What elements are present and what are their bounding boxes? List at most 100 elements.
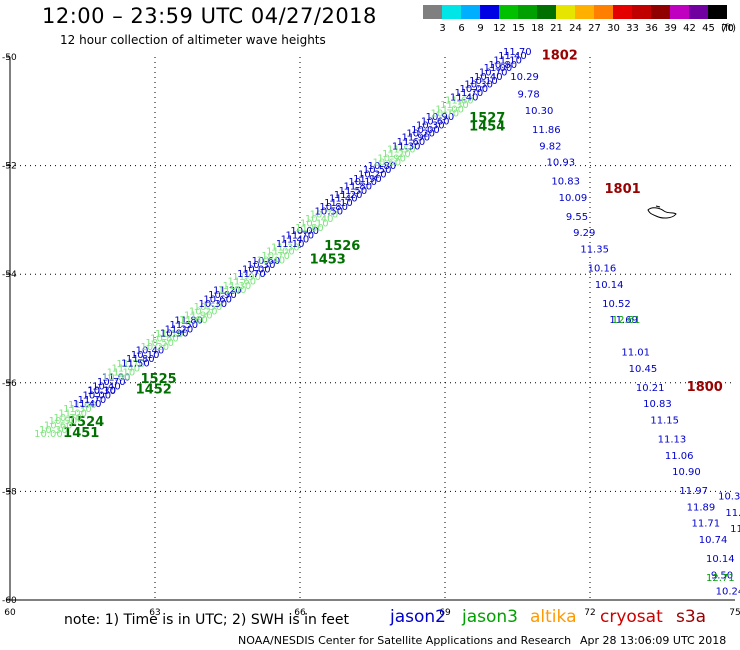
timestamp: Apr 28 13:06:09 UTC 2018 [580, 634, 727, 647]
y-tick-label: -60 [2, 596, 17, 606]
scale-label: 9 [477, 23, 484, 34]
track-label: 1527 [469, 111, 505, 126]
band-value: 10.50 [363, 165, 392, 176]
data-value: 11.01 [621, 348, 650, 359]
data-value: 11.71 [692, 519, 721, 530]
band-value: 10.30 [464, 79, 493, 90]
band-value: 10.90 [208, 290, 237, 301]
data-value: 12.61 [612, 315, 641, 326]
band-value: 11.00 [102, 373, 131, 384]
band-value: 10.80 [319, 202, 348, 213]
grid [10, 57, 735, 600]
band-value: 11.70 [286, 230, 315, 241]
x-tick-label: 60 [4, 608, 16, 618]
scale-swatch [575, 5, 594, 19]
band-value: 11.10 [155, 329, 184, 340]
band-value: 10.10 [348, 177, 377, 188]
data-value: 10.90 [672, 467, 701, 478]
track-label: 1451 [63, 426, 99, 441]
data-value: 12.71 [706, 573, 735, 584]
track-label: 1525 [141, 372, 177, 387]
band-value: 10.90 [377, 153, 406, 164]
scale-unit: (ft) [721, 23, 737, 34]
band-value: 10.10 [131, 350, 160, 361]
data-value: 10.14 [706, 554, 735, 565]
data-value: 11.24 [730, 524, 740, 535]
data-value: 11.89 [687, 502, 716, 513]
band-value: 11.40 [281, 235, 310, 246]
legend-s3a: s3a [676, 607, 707, 627]
x-tick-label: 63 [149, 608, 160, 618]
y-tick-label: -52 [2, 162, 17, 172]
data-value: 10.45 [629, 364, 658, 375]
y-tick-label: -56 [2, 379, 17, 389]
band-value: 11.80 [126, 354, 155, 365]
data-value: 10.29 [510, 72, 539, 83]
track-label: 1524 [68, 415, 104, 430]
band-value: 11.50 [387, 145, 416, 156]
data-value: 10.09 [559, 193, 588, 204]
band-value: 11.70 [237, 269, 266, 280]
band-value: 11.90 [402, 133, 431, 144]
band-value: 10.60 [421, 116, 450, 127]
band-value: 10.00 [83, 391, 112, 402]
x-tick-label: 69 [439, 608, 451, 618]
band-value: 11.40 [112, 363, 141, 374]
data-value: 11.86 [532, 125, 561, 136]
scale-swatch [461, 5, 480, 19]
data-value: 10.74 [699, 535, 728, 546]
band-value: 11.10 [276, 239, 305, 250]
band-value: 10.50 [194, 302, 223, 313]
data-value: 11.97 [679, 486, 708, 497]
band-value: 10.70 [479, 67, 508, 78]
band-value: 10.70 [54, 413, 83, 424]
y-tick-label: -50 [2, 53, 17, 63]
band-value: 11.00 [435, 104, 464, 115]
data-value: 11.06 [665, 451, 694, 462]
band-value: 11.40 [73, 399, 102, 410]
data-value: 10.14 [595, 280, 624, 291]
data-value: 9.82 [539, 141, 561, 152]
scale-swatch [556, 5, 575, 19]
scale-swatch [423, 5, 442, 19]
track-label: 1802 [542, 49, 578, 64]
data-value: 10.24 [716, 587, 740, 598]
scale-label: 21 [550, 23, 563, 34]
x-tick-label: 72 [584, 608, 595, 618]
band-value: 10.50 [315, 206, 344, 217]
band-value: 10.00 [34, 429, 63, 440]
band-value: 11.50 [121, 359, 150, 370]
data-value: 10.21 [636, 383, 665, 394]
band-value: 10.00 [411, 125, 440, 136]
legend-cryosat: cryosat [600, 607, 663, 627]
data-value: 9.50 [711, 570, 733, 581]
band-value: 10.70 [431, 109, 460, 120]
scale-label: 18 [531, 23, 544, 34]
band-value: 10.70 [261, 251, 290, 262]
scale-label: 36 [645, 23, 658, 34]
band-value: 10.40 [136, 345, 165, 356]
band-value: 11.30 [440, 100, 469, 111]
band-value: 11.60 [179, 315, 208, 326]
band-value: 10.30 [247, 260, 276, 271]
legend-altika: altika [530, 607, 577, 627]
band-value: 10.10 [87, 386, 116, 397]
band-value: 10.70 [97, 377, 126, 388]
band-value: 11.40 [329, 193, 358, 204]
data-value: 9.78 [518, 90, 540, 101]
scale-swatch [651, 5, 670, 19]
scale-label: 39 [664, 23, 677, 34]
track-label: 1800 [687, 380, 723, 395]
scale-label: 24 [569, 23, 582, 34]
legend-jason2: jason2 [390, 607, 446, 627]
credit: NOAA/NESDIS Center for Satellite Applica… [238, 634, 572, 647]
band-value: 11.90 [184, 311, 213, 322]
band-value: 11.80 [344, 181, 373, 192]
band-value: 10.00 [290, 226, 319, 237]
band-value: 10.30 [199, 299, 228, 310]
scale-label: 15 [512, 23, 525, 34]
scale-label: 45 [702, 23, 715, 34]
band-value: 11.10 [107, 368, 136, 379]
scale-swatch [613, 5, 632, 19]
